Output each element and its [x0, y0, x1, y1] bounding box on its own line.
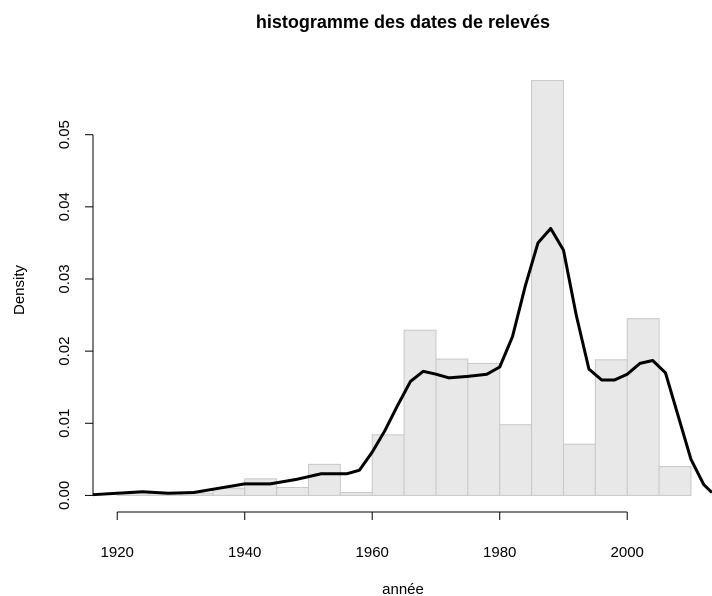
- bar: [435, 358, 469, 496]
- y-tick-label: 0.01: [56, 409, 73, 438]
- bar: [658, 466, 692, 496]
- y-tick-label: 0.05: [56, 120, 73, 149]
- bar: [467, 362, 501, 496]
- bar: [276, 486, 309, 496]
- bar: [339, 492, 373, 496]
- x-tick-label: 1940: [228, 544, 261, 561]
- y-tick-label: 0.02: [56, 337, 73, 366]
- bar: [562, 443, 596, 496]
- y-tick-label: 0.04: [56, 192, 73, 221]
- y-tick-label: 0.00: [56, 481, 73, 510]
- x-tick-label: 2000: [611, 544, 644, 561]
- y-axis-label: Density: [11, 264, 28, 315]
- bar: [244, 478, 278, 496]
- density-curve: [92, 226, 712, 497]
- x-tick-label: 1980: [483, 544, 516, 561]
- bar: [531, 80, 564, 496]
- x-axis-label: année: [382, 581, 424, 596]
- bar: [594, 359, 628, 496]
- bar: [499, 424, 533, 496]
- x-tick-label: 1960: [356, 544, 389, 561]
- bar: [403, 329, 437, 496]
- bar: [626, 318, 660, 496]
- bar: [307, 463, 341, 496]
- chart-title: histogramme des dates de relevés: [256, 12, 550, 32]
- y-tick-label: 0.03: [56, 264, 73, 293]
- x-tick-label: 1920: [101, 544, 134, 561]
